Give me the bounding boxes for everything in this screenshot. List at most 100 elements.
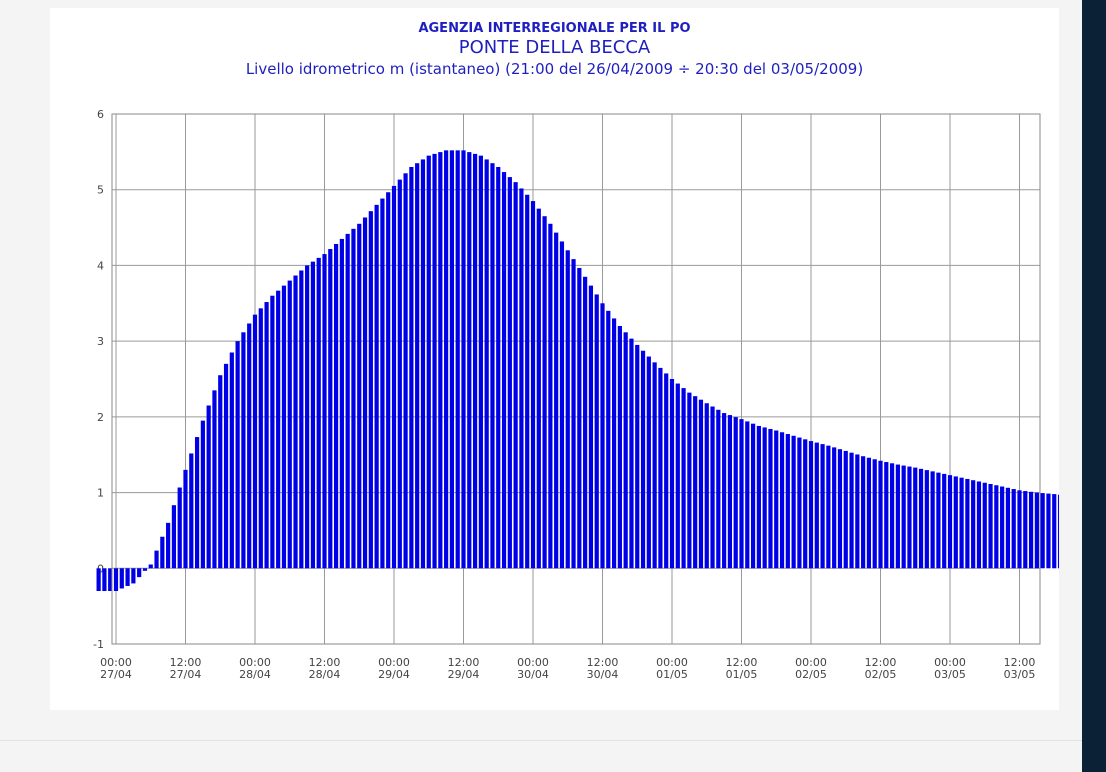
level-bar — [368, 211, 373, 569]
level-bar — [843, 450, 848, 569]
level-bar — [189, 453, 194, 569]
level-bar — [629, 338, 634, 569]
level-bar — [577, 267, 582, 569]
level-bar — [415, 163, 420, 569]
level-bar — [125, 568, 130, 586]
level-bar — [501, 172, 507, 569]
level-bar — [530, 201, 536, 569]
level-bar — [976, 481, 982, 569]
x-tick-label: 12:00 — [170, 656, 202, 669]
level-bar — [889, 463, 895, 569]
level-bar — [1057, 494, 1059, 569]
level-bar — [727, 415, 733, 569]
level-bar — [971, 480, 976, 569]
level-bar — [490, 163, 495, 569]
level-bar — [791, 435, 796, 569]
level-bar — [965, 478, 970, 569]
level-bar — [820, 444, 825, 569]
level-bar — [194, 437, 200, 569]
x-tick-label: 00:00 — [517, 656, 549, 669]
level-bar — [102, 568, 107, 591]
level-bar — [119, 568, 124, 589]
level-bar — [710, 406, 715, 569]
level-bar — [247, 323, 252, 569]
level-bar — [837, 449, 843, 569]
level-bar — [333, 243, 339, 569]
level-bar — [722, 413, 727, 569]
level-bar — [322, 254, 327, 569]
level-bar — [137, 568, 142, 578]
level-bar — [108, 568, 113, 591]
level-bar — [565, 250, 570, 569]
level-bar — [693, 396, 698, 569]
level-bar — [229, 352, 234, 569]
level-bar — [1028, 491, 1034, 569]
level-bar — [808, 441, 814, 569]
level-bar — [750, 423, 756, 569]
level-bar — [762, 427, 767, 569]
level-bar — [299, 270, 304, 569]
level-bar — [212, 390, 217, 569]
level-bar — [994, 485, 999, 569]
level-bar — [814, 442, 819, 569]
level-bar — [444, 150, 449, 569]
y-tick-label: 6 — [97, 108, 104, 121]
level-bar — [594, 294, 599, 569]
level-bar — [455, 150, 460, 569]
level-bar — [785, 434, 790, 569]
level-bar — [438, 152, 443, 569]
level-bar — [200, 420, 205, 569]
x-tick-label: 29/04 — [448, 668, 480, 681]
level-bar — [525, 194, 530, 569]
level-bar — [241, 332, 246, 569]
level-bar — [872, 459, 877, 569]
chart-description: Livello idrometrico m (istantaneo) (21:0… — [245, 60, 864, 78]
level-bar — [768, 428, 773, 569]
chart-subtitle: PONTE DELLA BECCA — [458, 37, 651, 58]
level-bar — [478, 155, 483, 569]
level-bar — [652, 362, 657, 569]
level-bar — [166, 522, 171, 569]
level-bar — [316, 257, 321, 569]
level-bar — [554, 232, 559, 569]
level-bar — [901, 465, 906, 569]
x-tick-label: 12:00 — [865, 656, 897, 669]
level-bar — [704, 403, 709, 569]
level-bar — [218, 375, 223, 569]
level-bar — [623, 332, 628, 569]
level-bar — [1017, 490, 1022, 569]
level-bar — [1005, 487, 1011, 569]
level-bar — [930, 471, 935, 569]
level-bar — [536, 208, 541, 569]
level-bar — [669, 379, 675, 569]
level-bar — [913, 467, 918, 569]
level-bar — [658, 367, 663, 569]
chart-title: AGENZIA INTERREGIONALE PER IL PO — [418, 21, 691, 36]
level-bar — [745, 421, 750, 569]
level-bar — [113, 568, 119, 591]
y-tick-label: 1 — [97, 487, 104, 500]
level-bar — [131, 568, 136, 584]
level-bar — [386, 192, 391, 569]
x-tick-label: 02/05 — [865, 668, 897, 681]
side-bar — [1082, 0, 1106, 772]
level-bar — [345, 233, 350, 569]
level-bar — [1046, 493, 1051, 569]
x-tick-label: 00:00 — [934, 656, 966, 669]
level-bar — [154, 550, 159, 569]
y-tick-label: 2 — [97, 411, 104, 424]
level-bar — [328, 249, 333, 569]
x-tick-label: 29/04 — [378, 668, 410, 681]
divider — [0, 740, 1082, 741]
level-bar — [797, 437, 802, 569]
level-bar — [264, 302, 269, 569]
level-bar — [942, 473, 947, 569]
x-tick-label: 02/05 — [795, 668, 827, 681]
level-bar — [803, 439, 808, 569]
x-tick-label: 00:00 — [795, 656, 827, 669]
x-tick-label: 30/04 — [517, 668, 549, 681]
level-bar — [160, 536, 165, 569]
level-bar — [1000, 486, 1005, 569]
level-bar — [1023, 491, 1028, 569]
level-bar — [351, 228, 356, 569]
